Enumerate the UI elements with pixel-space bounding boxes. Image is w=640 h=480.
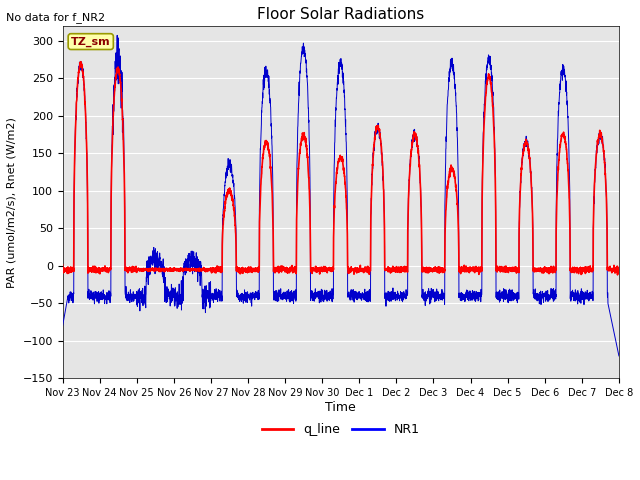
- X-axis label: Time: Time: [325, 401, 356, 414]
- Legend: q_line, NR1: q_line, NR1: [257, 418, 425, 441]
- Text: TZ_sm: TZ_sm: [71, 36, 111, 47]
- Text: No data for f_NR2: No data for f_NR2: [6, 12, 106, 23]
- Title: Floor Solar Radiations: Floor Solar Radiations: [257, 7, 424, 22]
- Y-axis label: PAR (umol/m2/s), Rnet (W/m2): PAR (umol/m2/s), Rnet (W/m2): [7, 117, 17, 288]
